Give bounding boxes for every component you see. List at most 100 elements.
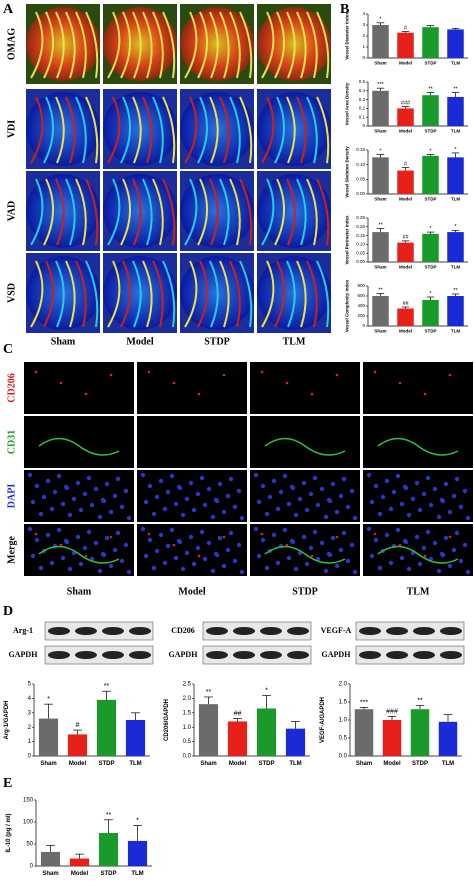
y-tick-label: 2.0 xyxy=(183,696,192,702)
bar xyxy=(256,708,277,756)
cell xyxy=(59,543,63,547)
x-tick-label: Sham xyxy=(374,197,386,202)
nucleus xyxy=(202,556,208,562)
nucleus xyxy=(195,491,201,497)
x-tick-label: Model xyxy=(399,329,412,334)
nucleus xyxy=(349,488,355,494)
nucleus xyxy=(158,478,164,484)
nucleus xyxy=(338,493,344,499)
y-tick-label: 0.3 xyxy=(359,97,366,102)
y-tick-label: 0.25 xyxy=(356,215,365,220)
nucleus xyxy=(199,475,205,481)
significance-mark: ** xyxy=(453,86,458,92)
y-axis-label: Arg-1/GAPDH xyxy=(4,700,10,739)
vessel xyxy=(209,96,219,164)
x-tick-label: TLM xyxy=(129,761,141,767)
vessel xyxy=(286,11,296,79)
nucleus xyxy=(341,530,347,536)
column-label: STDP xyxy=(292,586,318,597)
bar xyxy=(40,851,61,866)
nucleus xyxy=(345,504,351,510)
nucleus xyxy=(352,569,358,575)
column-label: Model xyxy=(126,336,153,347)
nucleus xyxy=(282,473,288,479)
nucleus xyxy=(462,488,468,494)
nucleus xyxy=(202,502,208,508)
vessel xyxy=(142,260,153,328)
nucleus xyxy=(188,534,194,540)
nucleus xyxy=(447,563,453,569)
cell xyxy=(197,392,201,396)
x-tick-label: STDP xyxy=(424,265,436,270)
vessel xyxy=(229,260,241,328)
nucleus xyxy=(27,472,33,478)
vessel xyxy=(85,260,99,328)
y-tick-label: 1 xyxy=(362,44,365,49)
row-label: VDI xyxy=(6,120,17,138)
nucleus xyxy=(301,534,307,540)
vessel xyxy=(264,437,346,456)
y-tick-label: 0.15 xyxy=(356,233,365,238)
nucleus xyxy=(108,563,114,569)
bar xyxy=(372,157,389,194)
vessel xyxy=(184,11,198,79)
nucleus xyxy=(210,568,216,574)
bar xyxy=(397,242,414,262)
cell xyxy=(172,543,176,547)
nucleus xyxy=(60,555,66,561)
nucleus xyxy=(86,529,92,535)
nucleus xyxy=(169,527,175,533)
nucleus xyxy=(373,483,379,489)
cell xyxy=(172,381,176,385)
vessel xyxy=(229,11,241,79)
vessel xyxy=(306,178,318,246)
nucleus xyxy=(402,484,408,490)
nucleus xyxy=(334,509,340,515)
vessel xyxy=(142,178,153,246)
band xyxy=(233,651,255,659)
nucleus xyxy=(312,475,318,481)
vessel xyxy=(65,96,76,164)
vessel xyxy=(30,96,44,164)
x-tick-label: STDP xyxy=(424,129,436,134)
nucleus xyxy=(312,529,318,535)
nucleus xyxy=(184,496,190,502)
band xyxy=(102,651,124,659)
nucleus xyxy=(432,540,438,546)
y-tick-label: 0.5 xyxy=(183,739,192,745)
nucleus xyxy=(286,555,292,561)
cell xyxy=(260,532,264,536)
vessel xyxy=(316,96,330,164)
nucleus xyxy=(421,491,427,497)
y-tick-label: 5 xyxy=(28,682,32,688)
bar xyxy=(438,721,458,756)
vessel xyxy=(75,178,87,246)
nucleus xyxy=(443,481,449,487)
nucleus xyxy=(271,478,277,484)
nucleus xyxy=(338,547,344,553)
vessel xyxy=(274,96,286,164)
nucleus xyxy=(377,565,383,571)
bar xyxy=(372,296,389,326)
y-tick-label: 0.0 xyxy=(339,754,348,760)
vessel xyxy=(85,178,99,246)
band xyxy=(129,651,151,659)
nucleus xyxy=(104,535,110,541)
vessel xyxy=(85,96,99,164)
blot-label: CD206 xyxy=(171,626,195,635)
blot xyxy=(355,645,465,665)
row-label: CD206 xyxy=(6,373,17,402)
nucleus xyxy=(45,478,51,484)
x-tick-label: TLM xyxy=(451,265,460,270)
nucleus xyxy=(286,501,292,507)
significance-mark: * xyxy=(429,148,432,154)
y-tick-label: 0.00 xyxy=(356,191,365,196)
band xyxy=(48,627,70,635)
bar xyxy=(447,232,464,262)
significance-mark: ### xyxy=(386,708,398,715)
y-tick-label: 3 xyxy=(28,710,32,716)
nucleus xyxy=(123,488,129,494)
vessel xyxy=(132,11,142,79)
nucleus xyxy=(239,515,245,521)
nucleus xyxy=(319,486,325,492)
